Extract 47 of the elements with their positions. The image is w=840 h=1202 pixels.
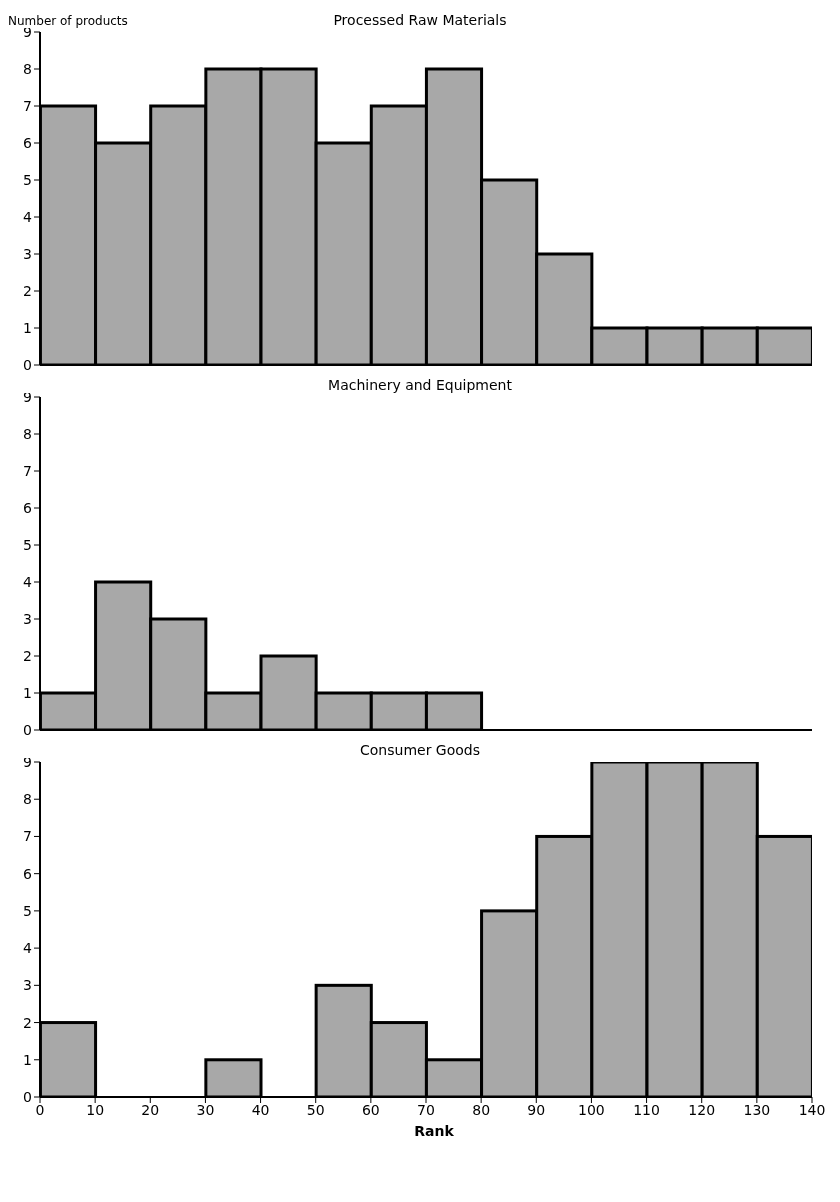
y-tick-label: 2 xyxy=(23,282,32,299)
x-tick-label: 110 xyxy=(633,1101,660,1118)
y-tick-label: 5 xyxy=(23,171,32,188)
y-tick-label: 4 xyxy=(23,208,33,225)
chart-title: Processed Raw Materials xyxy=(333,12,507,28)
y-tick-label: 2 xyxy=(23,1014,32,1031)
x-tick-label: 90 xyxy=(527,1101,546,1118)
x-tick-label: 30 xyxy=(196,1101,215,1118)
y-tick-label: 6 xyxy=(23,865,33,882)
y-axis-title: Number of products xyxy=(8,14,129,28)
x-tick-label: 50 xyxy=(306,1101,325,1118)
y-tick-label: 4 xyxy=(23,573,33,590)
x-axis-title: Rank xyxy=(413,1123,455,1139)
chart-title: Consumer Goods xyxy=(360,742,480,758)
y-tick-label: 6 xyxy=(23,499,33,516)
x-tick-label: 130 xyxy=(743,1101,771,1118)
x-tick-label: 40 xyxy=(251,1101,270,1118)
y-tick-label: 7 xyxy=(23,462,32,479)
x-tick-label: 140 xyxy=(798,1101,826,1118)
x-tick-label: 60 xyxy=(361,1101,380,1118)
y-tick-label: 1 xyxy=(23,319,32,336)
y-tick-label: 6 xyxy=(23,134,33,151)
y-tick-label: 8 xyxy=(23,60,32,77)
x-tick-label: 100 xyxy=(578,1101,605,1118)
x-tick-label: 20 xyxy=(141,1101,160,1118)
y-tick-label: 7 xyxy=(23,828,32,845)
y-tick-label: 3 xyxy=(23,977,32,994)
x-tick-label: 70 xyxy=(417,1101,435,1118)
x-tick-label: 10 xyxy=(86,1101,105,1118)
y-tick-label: 1 xyxy=(23,684,32,701)
y-tick-label: 2 xyxy=(23,647,32,664)
y-tick-label: 0 xyxy=(23,356,32,373)
y-tick-label: 3 xyxy=(23,245,32,262)
y-tick-label: 5 xyxy=(23,902,32,919)
y-tick-label: 7 xyxy=(23,97,32,114)
x-tick-label: 0 xyxy=(35,1101,45,1118)
x-tick-label: 120 xyxy=(688,1101,716,1118)
y-tick-label: 5 xyxy=(23,536,32,553)
y-tick-label: 8 xyxy=(23,425,32,442)
chart-title: Machinery and Equipment xyxy=(328,377,512,393)
y-tick-label: 1 xyxy=(23,1051,32,1068)
y-tick-label: 3 xyxy=(23,610,32,627)
y-tick-label: 0 xyxy=(23,721,32,738)
y-tick-label: 0 xyxy=(23,1088,32,1105)
x-tick-label: 80 xyxy=(472,1101,491,1118)
y-tick-label: 4 xyxy=(23,940,33,957)
y-tick-label: 8 xyxy=(23,791,32,808)
